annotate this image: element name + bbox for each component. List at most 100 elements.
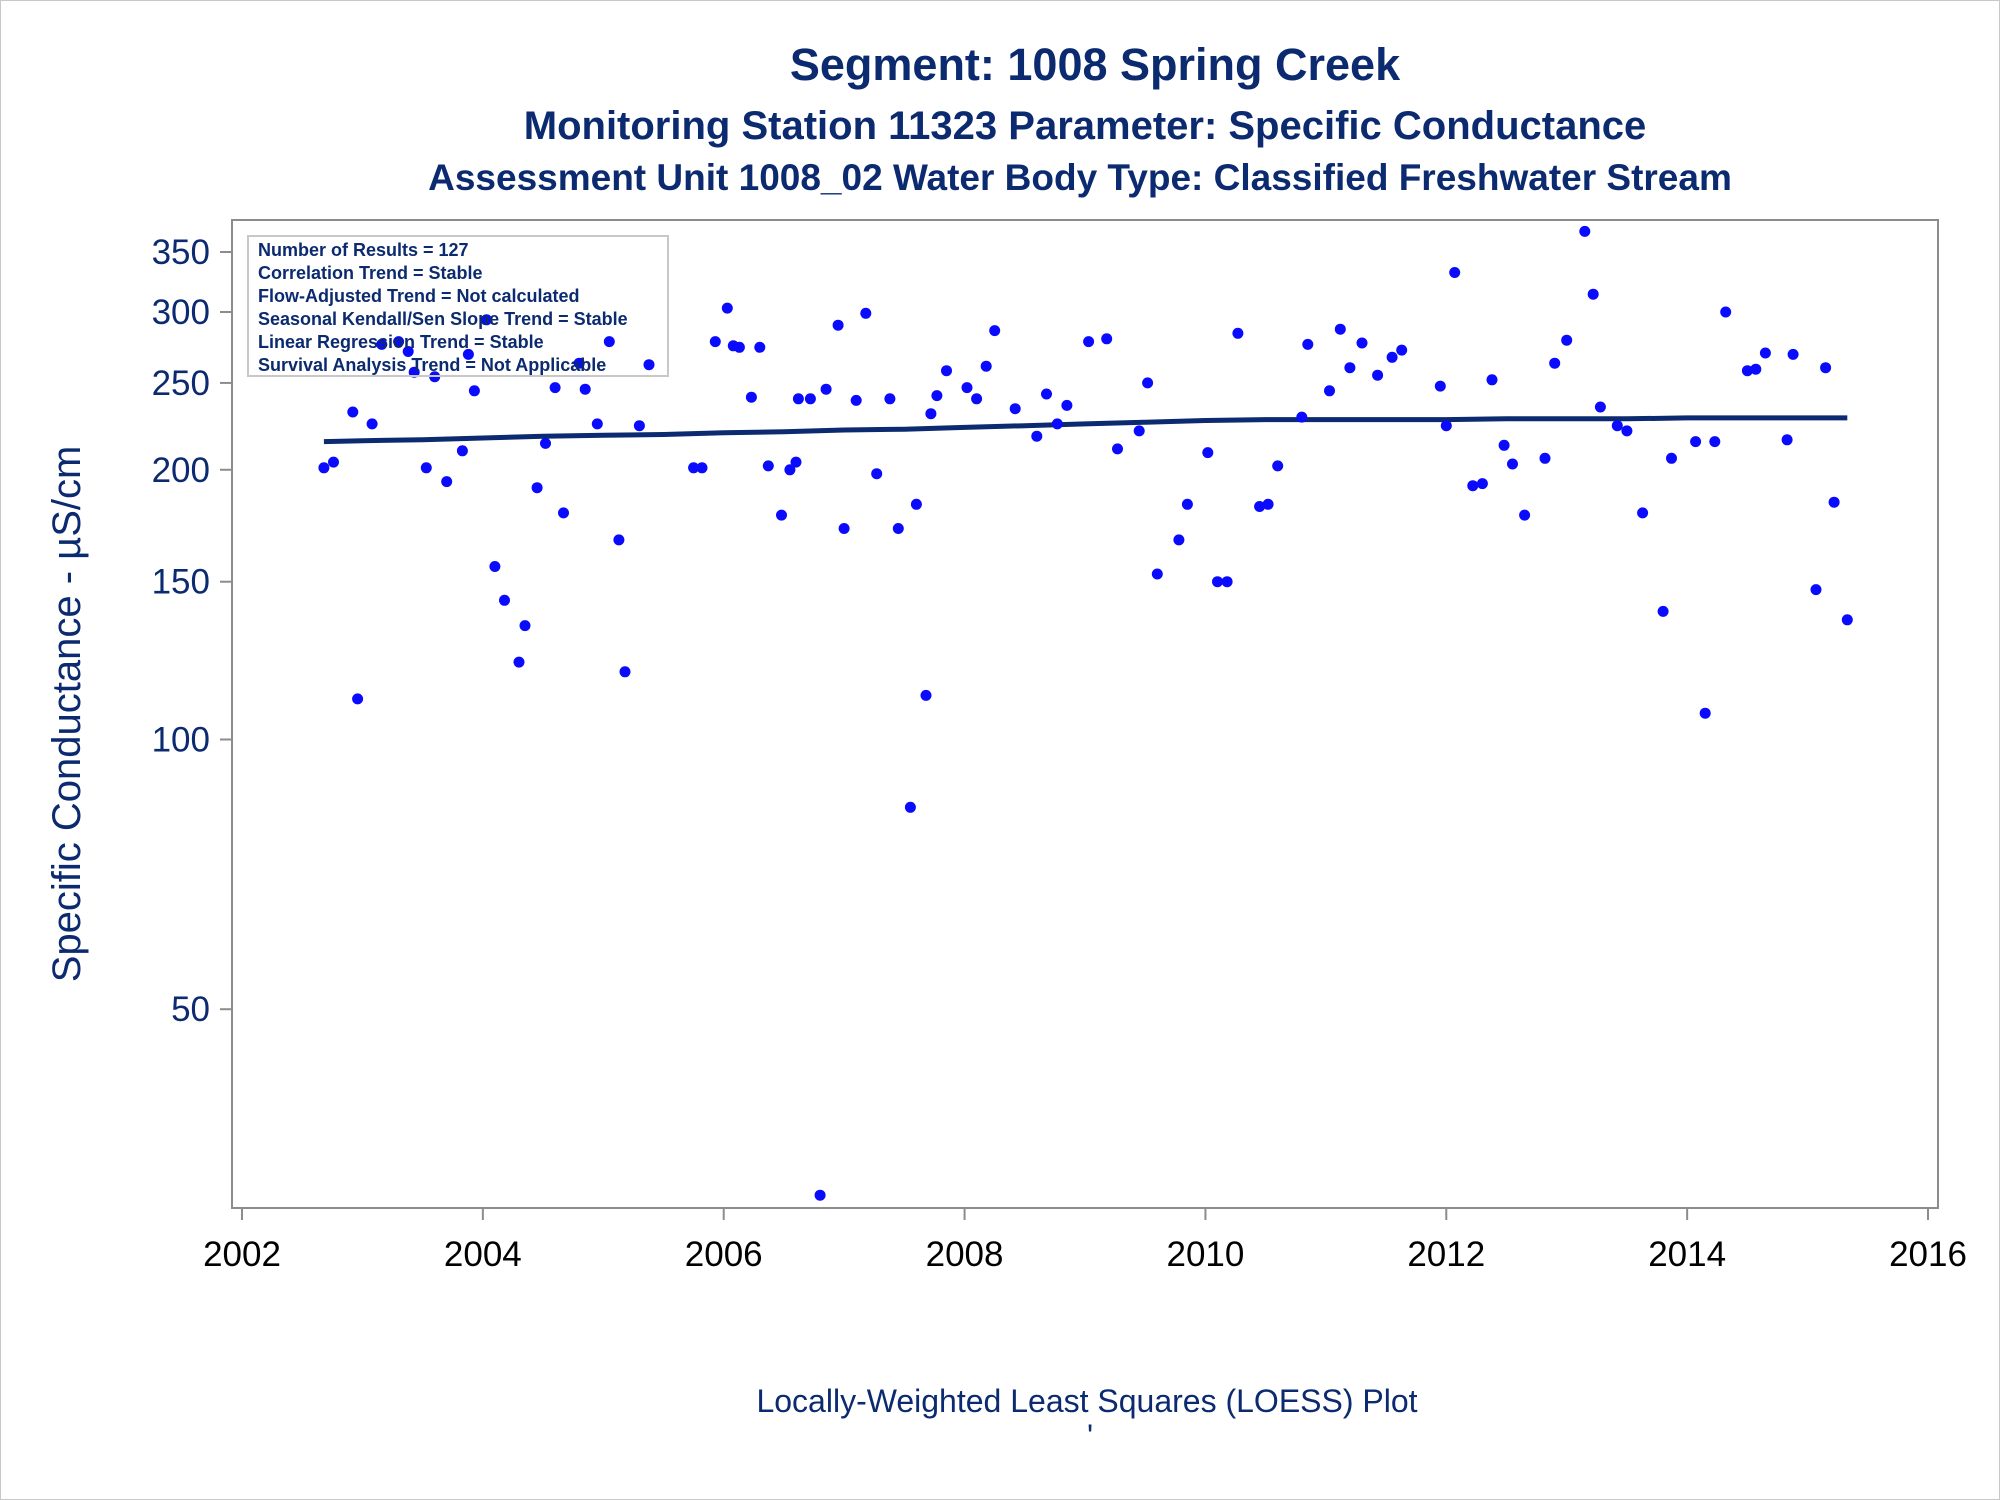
y-tick-label: 300 bbox=[152, 293, 210, 332]
data-point bbox=[904, 801, 916, 813]
data-point bbox=[989, 325, 1001, 337]
data-point bbox=[745, 391, 757, 403]
data-point bbox=[456, 445, 468, 457]
data-point bbox=[941, 365, 952, 377]
data-point bbox=[549, 382, 561, 394]
data-point bbox=[1272, 460, 1284, 472]
data-point bbox=[1372, 369, 1384, 381]
data-point bbox=[1699, 707, 1711, 719]
data-point bbox=[376, 338, 388, 350]
data-point bbox=[1434, 380, 1446, 392]
data-point bbox=[1212, 576, 1223, 588]
data-point bbox=[513, 656, 525, 668]
data-point bbox=[1396, 344, 1408, 356]
data-point bbox=[579, 383, 591, 395]
data-point bbox=[1181, 498, 1193, 510]
data-point bbox=[481, 314, 492, 326]
data-point bbox=[1498, 439, 1510, 451]
x-axis: 2002 2004 2006 2008 2010 2012 2014 2016 bbox=[203, 1208, 1967, 1274]
data-point bbox=[352, 693, 364, 705]
plot-area bbox=[231, 219, 1939, 1209]
data-point bbox=[688, 462, 700, 474]
stats-correlation-trend: Correlation Trend = Stable bbox=[258, 263, 483, 283]
data-point bbox=[920, 689, 932, 701]
data-point bbox=[633, 420, 645, 432]
data-point bbox=[1621, 425, 1633, 437]
data-point bbox=[762, 460, 774, 472]
y-axis: 50 100 150 200 250 300 350 bbox=[152, 233, 232, 1029]
x-tick-label: 2004 bbox=[444, 1235, 522, 1274]
data-point bbox=[1507, 458, 1518, 470]
y-tick-label: 200 bbox=[152, 451, 210, 490]
loess-trend-line bbox=[323, 415, 1848, 445]
data-point bbox=[1666, 452, 1677, 464]
data-point bbox=[1539, 452, 1551, 464]
y-tick-label: 350 bbox=[152, 233, 210, 272]
data-point bbox=[531, 482, 543, 494]
data-point bbox=[462, 348, 474, 360]
stats-box: Number of Results = 127 Correlation Tren… bbox=[247, 235, 669, 377]
data-point bbox=[1296, 411, 1308, 423]
footnote-mark: ' bbox=[1087, 1418, 1093, 1454]
data-point bbox=[1467, 480, 1479, 492]
data-point bbox=[347, 406, 359, 418]
data-point bbox=[1690, 436, 1702, 448]
data-point bbox=[1051, 418, 1063, 430]
data-point bbox=[1828, 496, 1840, 508]
y-tick-label: 250 bbox=[152, 364, 210, 403]
data-point bbox=[468, 385, 480, 397]
data-point bbox=[1594, 401, 1606, 413]
x-tick-label: 2010 bbox=[1166, 1235, 1244, 1274]
data-point bbox=[1386, 351, 1398, 363]
loess-series bbox=[323, 415, 1848, 445]
data-point bbox=[980, 360, 992, 372]
data-point bbox=[850, 394, 862, 406]
data-point bbox=[318, 462, 330, 474]
data-point bbox=[884, 393, 896, 405]
data-point bbox=[499, 594, 510, 606]
data-point bbox=[721, 302, 733, 314]
data-point bbox=[696, 462, 708, 474]
data-point bbox=[613, 534, 625, 546]
x-tick-label: 2012 bbox=[1407, 1235, 1485, 1274]
data-point bbox=[540, 437, 551, 449]
chart-title: Segment: 1008 Spring Creek bbox=[790, 39, 1401, 90]
data-point bbox=[366, 418, 378, 430]
data-point bbox=[860, 307, 872, 319]
data-point bbox=[1549, 357, 1561, 369]
data-point bbox=[814, 1189, 826, 1201]
x-tick-label: 2006 bbox=[685, 1235, 763, 1274]
data-point bbox=[1221, 576, 1233, 588]
data-point bbox=[1709, 436, 1721, 448]
data-point bbox=[871, 468, 883, 480]
data-point bbox=[1173, 534, 1185, 546]
data-point bbox=[832, 319, 844, 331]
data-point bbox=[1202, 447, 1214, 459]
data-point bbox=[1041, 388, 1052, 400]
data-point bbox=[1254, 501, 1266, 512]
data-point bbox=[1519, 509, 1531, 521]
data-point bbox=[1787, 348, 1799, 360]
data-point bbox=[519, 620, 531, 632]
stats-number-of-results: Number of Results = 127 bbox=[258, 240, 469, 260]
data-point bbox=[820, 383, 832, 395]
data-point bbox=[792, 393, 804, 405]
x-tick-label: 2002 bbox=[203, 1235, 281, 1274]
data-point bbox=[489, 561, 501, 572]
data-point bbox=[1657, 605, 1669, 617]
data-point bbox=[1083, 336, 1095, 348]
data-point bbox=[733, 341, 745, 353]
data-point bbox=[1302, 338, 1314, 350]
data-point bbox=[1841, 614, 1853, 626]
x-tick-label: 2016 bbox=[1889, 1235, 1967, 1274]
data-point bbox=[1741, 365, 1753, 377]
data-point bbox=[393, 336, 405, 348]
data-point bbox=[1587, 288, 1599, 300]
y-tick-label: 50 bbox=[171, 990, 210, 1029]
stats-survival-analysis-trend: Survival Analysis Trend = Not Applicable bbox=[258, 355, 606, 375]
data-point bbox=[1440, 420, 1452, 432]
data-point bbox=[790, 456, 802, 468]
stats-box-border bbox=[247, 235, 669, 377]
y-tick-label: 100 bbox=[152, 720, 210, 759]
